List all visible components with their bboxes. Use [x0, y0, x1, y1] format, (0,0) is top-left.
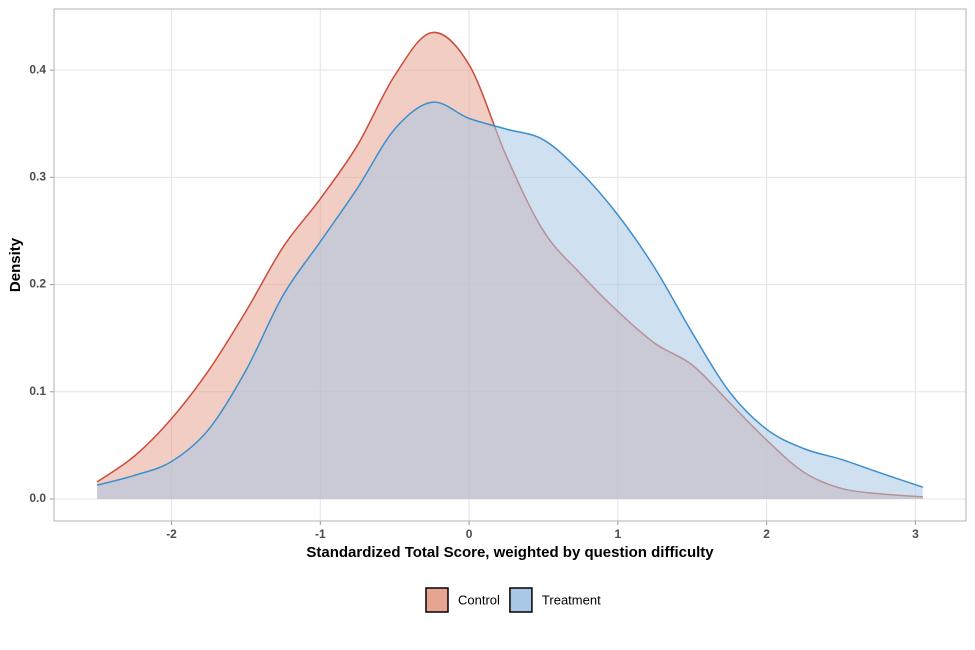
x-tick-label: 2 — [763, 527, 770, 541]
y-tick-label: 0.4 — [29, 62, 46, 76]
y-axis-title: Density — [7, 237, 24, 292]
y-tick-label: 0.3 — [29, 170, 46, 184]
area-fill — [97, 102, 923, 500]
x-axis-title: Standardized Total Score, weighted by qu… — [306, 544, 714, 561]
legend: Control Treatment — [425, 587, 601, 613]
y-tick-label: 0.2 — [29, 277, 46, 291]
legend-key — [509, 587, 533, 613]
x-tick-label: 3 — [912, 527, 919, 541]
x-tick-label: 1 — [615, 527, 622, 541]
legend-label: Treatment — [542, 592, 601, 607]
y-tick-label: 0.0 — [29, 491, 46, 505]
legend-key — [425, 587, 449, 613]
y-tick-label: 0.1 — [29, 384, 46, 398]
density-line — [96, 101, 924, 488]
panel-border — [53, 8, 967, 522]
x-tick-label: -2 — [166, 527, 177, 541]
x-tick-label: 0 — [466, 527, 473, 541]
x-tick-label: -1 — [315, 527, 326, 541]
legend-label: Control — [458, 592, 500, 607]
